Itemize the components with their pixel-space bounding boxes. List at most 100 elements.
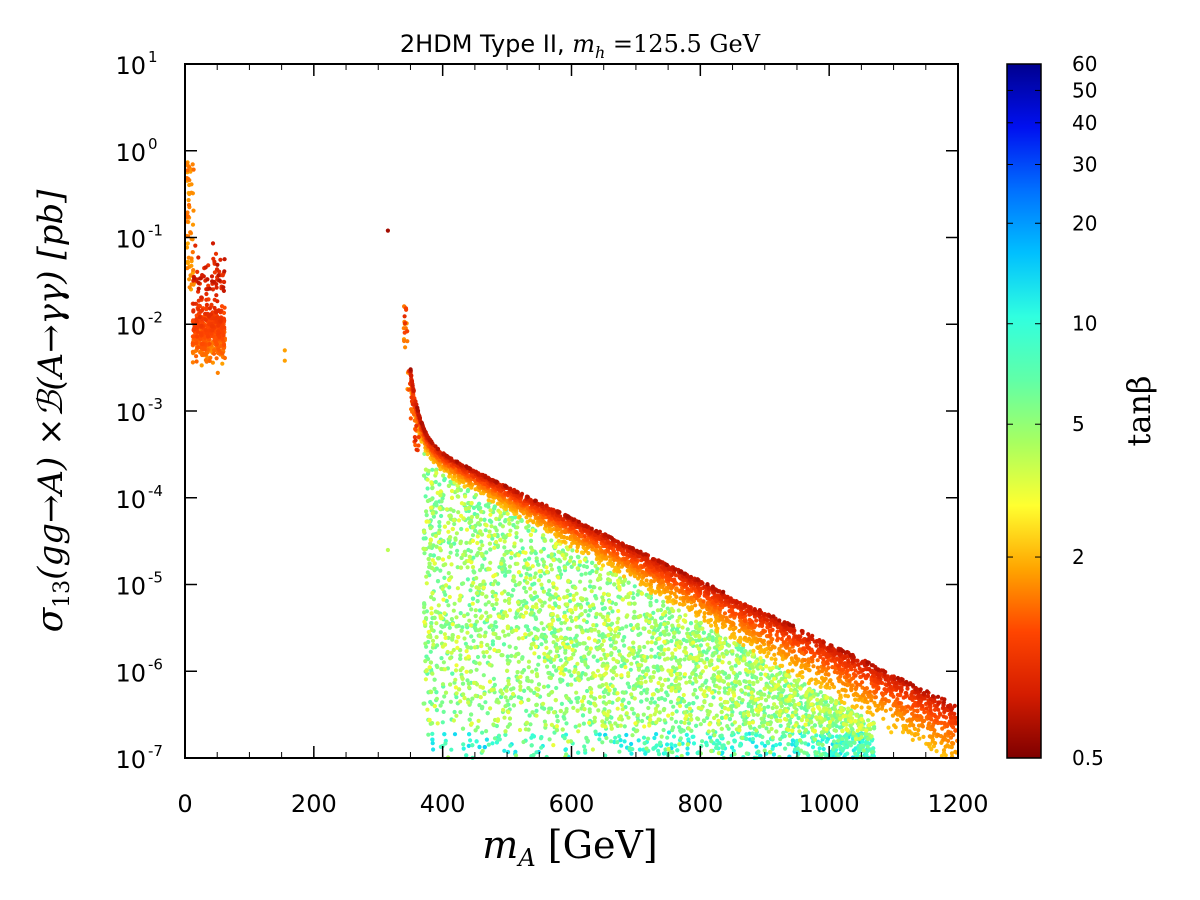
- scatter-point: [425, 570, 430, 575]
- scatter-point: [704, 678, 709, 683]
- scatter-point: [189, 190, 194, 195]
- scatter-point: [593, 673, 598, 678]
- scatter-point: [699, 706, 704, 711]
- scatter-point: [943, 744, 948, 749]
- scatter-point: [431, 642, 436, 647]
- scatter-point: [607, 626, 612, 631]
- scatter-point: [514, 531, 519, 536]
- scatter-point: [786, 652, 791, 657]
- scatter-point: [845, 727, 850, 733]
- scatter-point: [709, 629, 714, 634]
- scatter-point: [436, 530, 441, 536]
- scatter-point: [449, 562, 454, 567]
- scatter-point: [758, 672, 764, 677]
- scatter-point: [549, 552, 554, 557]
- scatter-point: [454, 713, 459, 718]
- scatter-point: [580, 713, 586, 718]
- scatter-point: [872, 726, 877, 731]
- scatter-point: [501, 707, 506, 712]
- scatter-point: [831, 747, 836, 752]
- scatter-point: [502, 748, 507, 753]
- scatter-point: [484, 610, 489, 615]
- scatter-point: [676, 608, 681, 613]
- scatter-point: [732, 679, 738, 684]
- scatter-point: [596, 629, 601, 634]
- scatter-point: [429, 606, 434, 611]
- scatter-point: [430, 591, 435, 596]
- scatter-point: [470, 533, 476, 538]
- scatter-point: [709, 748, 714, 754]
- scatter-point: [551, 557, 556, 563]
- scatter-point: [685, 742, 691, 747]
- scatter-point: [486, 534, 491, 539]
- scatter-point: [754, 659, 759, 664]
- scatter-point: [508, 696, 513, 701]
- scatter-point: [539, 621, 544, 626]
- scatter-point: [707, 636, 712, 642]
- scatter-point: [662, 697, 668, 702]
- scatter-point: [577, 678, 582, 683]
- scatter-point: [616, 608, 621, 614]
- scatter-point: [550, 612, 555, 617]
- scatter-point: [689, 606, 694, 612]
- scatter-point: [702, 660, 707, 665]
- scatter-point: [708, 735, 713, 740]
- scatter-point: [422, 601, 427, 606]
- scatter-point: [654, 709, 659, 714]
- scatter-point: [780, 663, 785, 669]
- scatter-point: [732, 641, 737, 646]
- scatter-point: [442, 611, 447, 616]
- scatter-point: [866, 736, 871, 742]
- scatter-point: [786, 727, 791, 732]
- scatter-point: [751, 681, 756, 687]
- scatter-point: [704, 743, 709, 748]
- scatter-point: [498, 537, 503, 543]
- scatter-point: [429, 611, 434, 616]
- scatter-point: [556, 628, 561, 633]
- scatter-point: [586, 613, 591, 618]
- scatter-point: [438, 613, 443, 618]
- scatter-point: [883, 708, 889, 713]
- plot-area: [184, 63, 960, 761]
- scatter-point: [491, 631, 496, 636]
- scatter-point: [523, 610, 529, 615]
- scatter-point: [498, 510, 503, 515]
- scatter-point: [762, 743, 768, 748]
- scatter-point: [686, 634, 691, 639]
- scatter-point: [743, 721, 748, 726]
- scatter-point: [681, 692, 686, 698]
- scatter-point: [516, 553, 521, 558]
- scatter-point: [571, 593, 576, 598]
- scatter-point: [596, 708, 601, 713]
- scatter-point: [441, 473, 446, 478]
- scatter-point: [453, 677, 458, 682]
- scatter-point: [469, 501, 474, 506]
- scatter-point: [779, 693, 784, 698]
- scatter-point: [735, 653, 740, 658]
- scatter-point: [750, 708, 755, 713]
- scatter-point: [569, 618, 575, 624]
- scatter-point: [479, 551, 484, 556]
- scatter-point: [719, 726, 724, 731]
- scatter-point: [688, 621, 694, 626]
- scatter-point: [803, 693, 809, 698]
- scatter-point: [912, 733, 918, 738]
- scatter-point: [726, 682, 731, 687]
- scatter-point: [464, 649, 469, 654]
- scatter-point: [658, 616, 664, 621]
- scatter-point: [553, 698, 558, 703]
- scatter-point: [559, 701, 565, 707]
- scatter-point: [665, 606, 670, 611]
- scatter-point: [618, 738, 623, 743]
- scatter-point: [460, 666, 465, 671]
- scatter-point: [617, 716, 622, 722]
- scatter-point: [542, 651, 547, 656]
- scatter-point: [568, 626, 573, 632]
- scatter-point: [478, 695, 483, 700]
- scatter-point: [772, 661, 778, 666]
- scatter-point: [666, 730, 672, 735]
- scatter-point: [723, 715, 728, 720]
- scatter-point: [639, 699, 644, 704]
- scatter-point: [554, 586, 559, 591]
- scatter-point: [535, 628, 541, 633]
